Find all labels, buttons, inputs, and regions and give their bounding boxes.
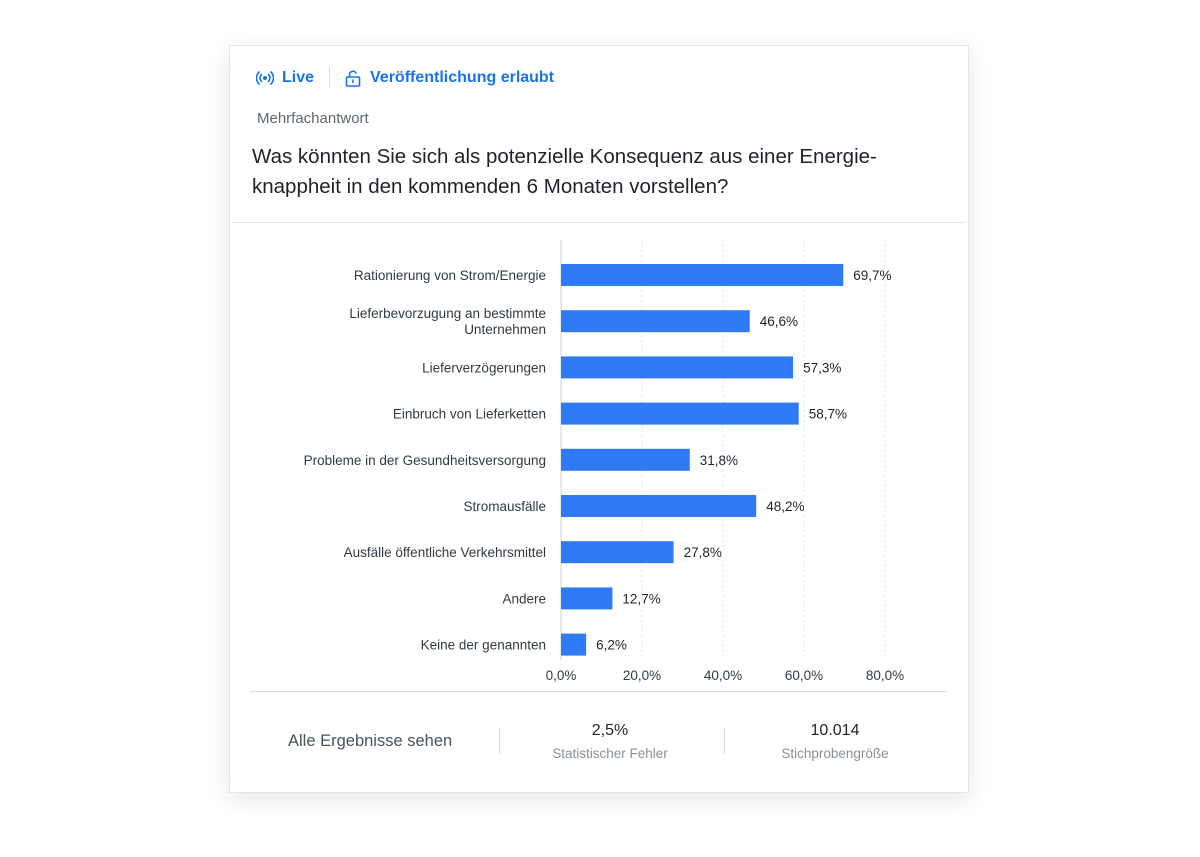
question-type: Mehrfachantwort: [257, 110, 369, 127]
category-label: Stromausfälle: [463, 499, 546, 514]
broadcast-icon: [256, 71, 274, 85]
x-tick-label: 40,0%: [704, 668, 742, 683]
divider: [232, 222, 966, 223]
bar: [561, 633, 587, 656]
statistical-error-label: Statistischer Fehler: [552, 746, 668, 761]
bar: [561, 448, 690, 471]
unlock-icon: [344, 69, 362, 87]
separator: [499, 728, 500, 754]
data-label: 69,7%: [853, 268, 891, 283]
bar-chart: 0,0% 20,0% 40,0% 60,0% 80,0% 69,7% Rationierun…: [304, 240, 904, 683]
category-label: Ausfälle öffentliche Verkehrsmittel: [344, 545, 546, 560]
x-tick-label: 0,0%: [546, 668, 577, 683]
x-tick-label: 80,0%: [866, 668, 904, 683]
bar: [561, 495, 757, 517]
sample-size-value: 10.014: [810, 722, 860, 739]
live-label: Live: [282, 69, 315, 86]
data-label: 58,7%: [809, 407, 847, 422]
bar: [561, 402, 799, 425]
divider: [250, 691, 947, 692]
sample-size-label: Stichprobengröße: [781, 746, 889, 761]
category-label: Lieferbevorzugung an bestimmte: [349, 306, 546, 321]
bar: [561, 356, 794, 379]
data-label: 46,6%: [760, 314, 798, 329]
data-label: 31,8%: [700, 453, 738, 468]
category-label: Probleme in der Gesundheitsversorgung: [304, 453, 546, 468]
category-label: Keine der genannten: [421, 638, 546, 653]
data-label: 57,3%: [803, 360, 841, 375]
bar: [561, 310, 750, 333]
separator: [329, 67, 331, 89]
statistical-error-stat: 2,5% Statistischer Fehler: [520, 722, 700, 761]
see-all-results-link[interactable]: Alle Ergebnisse sehen: [288, 732, 453, 750]
question-line: knappheit in den kommenden 6 Monaten vor…: [252, 175, 729, 198]
card-footer: Alle Ergebnisse sehen 2,5% Statistischer…: [230, 692, 970, 792]
category-label: Rationierung von Strom/Energie: [354, 268, 546, 283]
data-label: 6,2%: [596, 638, 627, 653]
x-tick-label: 60,0%: [785, 668, 823, 683]
data-label: 48,2%: [766, 499, 804, 514]
separator: [724, 728, 725, 754]
question-title: Was könnten Sie sich als potenzielle Kon…: [252, 142, 952, 202]
data-label: 12,7%: [622, 591, 660, 606]
survey-card: Live Veröffentlichung erlaubt Mehrfachan…: [229, 45, 969, 793]
category-label: Lieferverzögerungen: [422, 360, 546, 375]
publish-label: Veröffentlichung erlaubt: [370, 69, 555, 86]
x-tick-label: 20,0%: [623, 668, 661, 683]
category-label: Einbruch von Lieferketten: [393, 407, 546, 422]
publish-permission-badge[interactable]: Veröffentlichung erlaubt: [344, 69, 554, 87]
bar: [561, 541, 674, 564]
category-label: Andere: [502, 591, 546, 606]
status-bar: Live Veröffentlichung erlaubt: [256, 66, 554, 90]
data-label: 27,8%: [684, 545, 722, 560]
bar: [561, 264, 844, 286]
bar: [561, 587, 613, 610]
category-label: Unternehmen: [464, 322, 546, 337]
sample-size-stat: 10.014 Stichprobengröße: [745, 722, 925, 761]
statistical-error-value: 2,5%: [591, 722, 629, 739]
live-badge[interactable]: Live: [256, 69, 314, 87]
question-line: Was könnten Sie sich als potenzielle Kon…: [252, 145, 877, 168]
